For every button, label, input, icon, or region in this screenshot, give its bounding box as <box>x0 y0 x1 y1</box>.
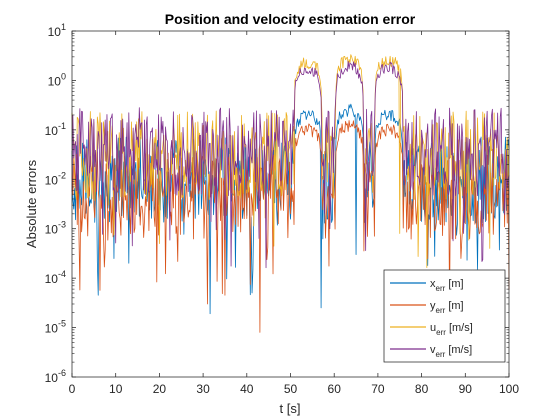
x-tick-label: 90 <box>459 382 473 396</box>
y-axis-label: Absolute errors <box>24 159 39 248</box>
x-axis-label: t [s] <box>280 401 301 416</box>
x-tick-label: 50 <box>284 382 298 396</box>
y-tick-label: 10-5 <box>45 319 66 336</box>
series-layer <box>71 54 510 333</box>
x-axis-ticks: 0 10 20 30 40 50 60 70 80 90 100 <box>69 31 519 396</box>
legend-box <box>383 269 506 363</box>
x-tick-label: 10 <box>109 382 123 396</box>
legend-entry-x: xerr [m] <box>430 278 464 293</box>
x-tick-label: 30 <box>196 382 210 396</box>
y-tick-label: 10-1 <box>45 121 66 138</box>
x-tick-label: 80 <box>415 382 429 396</box>
legend-entry-v: verr [m/s] <box>430 344 472 359</box>
y-axis-ticks: 10-6 10-5 10-4 10-3 10-2 10-1 100 101 <box>45 22 509 385</box>
series-line-v-err <box>71 61 510 269</box>
y-tick-label: 10-4 <box>45 269 66 286</box>
chart-title: Position and velocity estimation error <box>165 11 416 27</box>
legend-entry-y: yerr [m] <box>430 300 464 315</box>
y-tick-label: 10-6 <box>45 368 66 385</box>
y-tick-label: 10-3 <box>45 220 66 237</box>
legend-entry-u: uerr [m/s] <box>430 322 473 337</box>
x-tick-label: 40 <box>240 382 254 396</box>
series-line-y-err <box>71 120 510 333</box>
y-tick-label: 10-2 <box>45 170 66 187</box>
x-tick-label: 70 <box>371 382 385 396</box>
legend: xerr [m] yerr [m] uerr [m/s] verr [m/s] <box>383 269 506 363</box>
y-tick-label: 100 <box>48 71 66 88</box>
x-tick-label: 60 <box>328 382 342 396</box>
x-tick-label: 20 <box>153 382 167 396</box>
y-tick-label: 101 <box>48 22 66 39</box>
x-tick-label: 100 <box>499 382 519 396</box>
x-tick-label: 0 <box>69 382 76 396</box>
